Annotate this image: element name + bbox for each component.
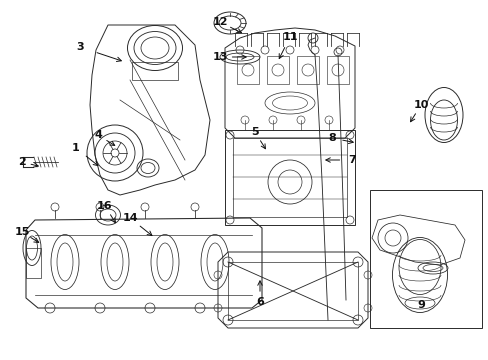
Text: 4: 4 xyxy=(94,130,102,140)
Bar xyxy=(26,248,41,278)
Bar xyxy=(232,138,346,217)
Bar xyxy=(132,62,178,80)
Bar xyxy=(369,190,481,328)
Text: 10: 10 xyxy=(412,100,428,110)
Text: 7: 7 xyxy=(347,155,355,165)
Bar xyxy=(326,56,348,84)
Text: 5: 5 xyxy=(251,127,258,137)
Text: 11: 11 xyxy=(282,32,297,42)
Text: 6: 6 xyxy=(256,297,264,307)
Text: 16: 16 xyxy=(97,201,113,211)
Text: 2: 2 xyxy=(18,157,26,167)
Text: 15: 15 xyxy=(14,227,30,237)
Text: 9: 9 xyxy=(416,300,424,310)
Bar xyxy=(227,262,357,320)
Text: 12: 12 xyxy=(212,17,227,27)
Bar xyxy=(266,56,288,84)
Text: 8: 8 xyxy=(327,133,335,143)
Bar xyxy=(237,56,259,84)
Text: 1: 1 xyxy=(72,143,80,153)
Text: 3: 3 xyxy=(76,42,83,52)
Bar xyxy=(296,56,318,84)
Text: 14: 14 xyxy=(122,213,138,223)
Text: 13: 13 xyxy=(212,52,227,62)
